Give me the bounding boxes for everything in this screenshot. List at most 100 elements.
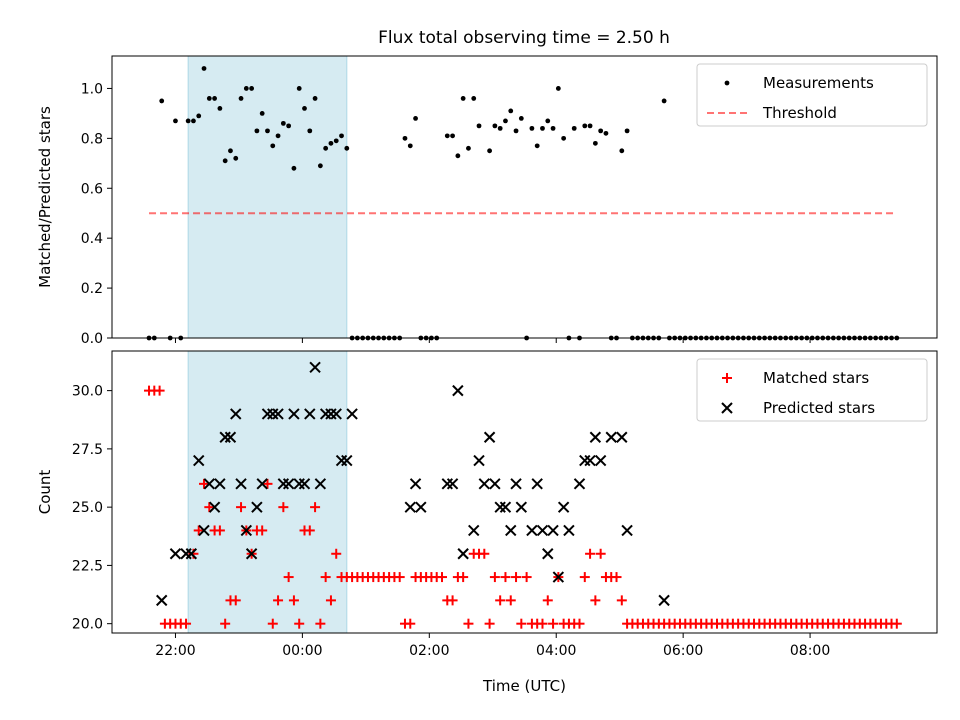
predicted-star-point [505,524,517,537]
matched-star-point [891,618,902,629]
predicted-star-point [552,571,565,583]
predicted-star-point [446,478,459,490]
bottom-y-tick-label: 25.0 [72,500,103,516]
predicted-star-point [605,431,617,443]
predicted-star-stroke [499,501,512,513]
predicted-star-stroke [594,454,607,467]
predicted-star-point [256,478,268,490]
predicted-star-stroke [658,594,670,607]
matched-star-point [611,572,622,583]
matched-star-point [230,595,241,606]
predicted-star-point [245,548,258,560]
measurement-point [201,66,207,71]
predicted-star-stroke [193,454,205,467]
matched-star-point [616,595,627,606]
predicted-star-stroke [552,571,565,583]
predicted-star-stroke [245,548,258,560]
matched-star-point [278,502,289,513]
legend-label: Predicted stars [763,399,875,417]
measurement-point [238,96,244,101]
predicted-star-point [515,501,528,513]
matched-star-point [542,595,553,606]
measurement-point [159,98,165,104]
top-y-tick-label: 0.0 [81,331,103,347]
matched-star-point [505,595,516,606]
matched-star-point [267,618,278,629]
predicted-star-stroke [214,478,226,490]
measurement-point [455,153,461,159]
measurement-point [307,128,313,134]
measurement-point [444,133,450,139]
matched-star-point [500,572,511,583]
measurement-point [550,125,556,131]
predicted-star-stroke [230,408,242,420]
matched-star-point [220,618,231,629]
predicted-star-stroke [468,524,480,537]
measurement-point [471,96,477,101]
measurement-point [185,118,191,124]
predicted-star-point [341,454,353,467]
predicted-star-point [304,408,316,420]
predicted-star-point [404,501,416,513]
x-tick-label: 22:00 [155,643,195,659]
top-y-tick-label: 0.4 [81,231,103,247]
matched-star-point [257,525,268,536]
matched-star-point [262,478,273,489]
predicted-star-stroke [483,431,496,443]
measurement-point [518,115,524,121]
measurement-point [450,133,455,139]
predicted-star-point [198,524,210,537]
legend-label: Matched stars [763,369,869,387]
measurement-point [333,138,339,144]
measurement-point [291,165,297,171]
observing-window-shade [187,55,348,339]
matched-star-point [310,502,321,513]
matched-star-point [479,548,490,559]
predicted-star-point [531,478,543,490]
bottom-legend: Matched stars Predicted stars [696,358,928,422]
measurement-point [317,163,323,169]
predicted-star-stroke [415,501,427,513]
predicted-star-point [193,454,205,467]
matched-star-point [574,618,585,629]
measurement-point [513,128,519,134]
x-axis-label: Time (UTC) [482,677,566,695]
measurement-point [191,118,196,124]
predicted-star-stroke [314,478,327,490]
predicted-star-point [658,594,670,607]
predicted-star-point [346,408,358,420]
matched-star-point [294,618,305,629]
predicted-star-stroke [557,501,570,513]
measurement-point [508,108,514,114]
predicted-star-stroke [208,501,221,513]
predicted-star-point [499,501,512,513]
measurement-point [328,140,334,146]
matched-star-point [320,572,331,583]
predicted-star-stroke [515,501,528,513]
matched-star-point [315,618,326,629]
predicted-star-stroke [251,501,263,513]
measurement-point [555,86,561,91]
matched-star-point [484,618,495,629]
matched-star-point [273,595,284,606]
predicted-star-stroke [536,524,549,537]
predicted-star-point [272,408,284,420]
predicted-star-stroke [563,524,575,537]
measurement-point [233,155,239,161]
matched-star-point [537,618,548,629]
x-tick-label: 06:00 [663,643,703,659]
predicted-star-point [536,524,549,537]
predicted-star-point [156,594,168,607]
top-panel: 0.0 0.2 0.4 0.6 0.8 1.0 Matched/Predicted star… [36,55,938,347]
bottom-y-tick-label: 27.5 [72,442,103,458]
predicted-star-stroke [526,524,538,537]
predicted-star-stroke [156,594,168,607]
legend-marker-predicted [721,402,733,414]
predicted-star-point [478,478,491,490]
top-y-tick-label: 0.6 [81,181,103,197]
predicted-star-point [510,478,522,490]
measurement-point [476,123,482,129]
matched-star-point [193,525,204,536]
bottom-panel: 20.0 22.5 25.0 27.5 30.0 22:00 00:00 02:00 04:00… [36,350,938,695]
predicted-star-stroke [404,501,416,513]
